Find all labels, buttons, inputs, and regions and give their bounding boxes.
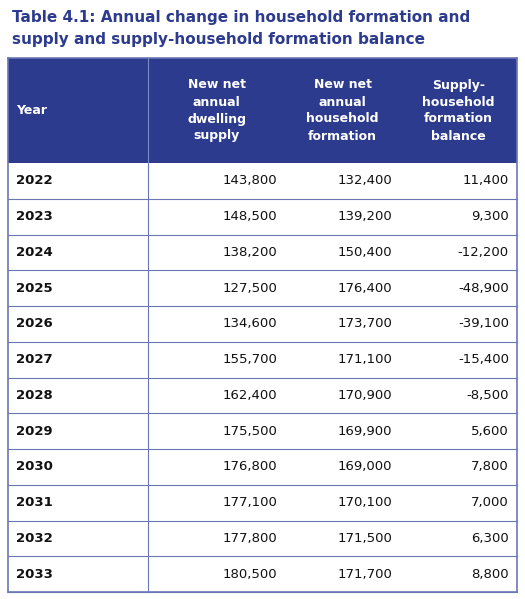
Text: Supply-
household
formation
balance: Supply- household formation balance: [422, 78, 495, 143]
Text: 134,600: 134,600: [223, 317, 277, 331]
Text: 2028: 2028: [16, 389, 52, 402]
Text: Year: Year: [16, 104, 47, 117]
Text: 2024: 2024: [16, 246, 52, 259]
Text: 169,900: 169,900: [338, 425, 392, 438]
Text: 2023: 2023: [16, 210, 52, 223]
Text: 180,500: 180,500: [223, 568, 277, 580]
Text: 155,700: 155,700: [222, 353, 277, 366]
Text: 150,400: 150,400: [338, 246, 392, 259]
Text: 171,500: 171,500: [337, 532, 392, 545]
Bar: [8, 234, 517, 270]
Bar: [8, 270, 517, 306]
Bar: [8, 485, 517, 521]
Text: -8,500: -8,500: [467, 389, 509, 402]
Bar: [8, 413, 517, 449]
Text: 171,100: 171,100: [337, 353, 392, 366]
Bar: [8, 342, 517, 377]
Text: 8,800: 8,800: [471, 568, 509, 580]
Bar: [8, 306, 517, 342]
Text: 169,000: 169,000: [338, 461, 392, 473]
Text: 9,300: 9,300: [471, 210, 509, 223]
Text: 177,100: 177,100: [222, 496, 277, 509]
Text: 2027: 2027: [16, 353, 52, 366]
Bar: [8, 199, 517, 234]
Text: 162,400: 162,400: [223, 389, 277, 402]
Text: -15,400: -15,400: [458, 353, 509, 366]
Text: -48,900: -48,900: [458, 282, 509, 295]
Text: supply and supply-household formation balance: supply and supply-household formation ba…: [12, 32, 425, 47]
Text: 11,400: 11,400: [463, 174, 509, 187]
Text: 7,000: 7,000: [471, 496, 509, 509]
Text: -12,200: -12,200: [458, 246, 509, 259]
Text: 143,800: 143,800: [223, 174, 277, 187]
Bar: [8, 556, 517, 592]
Text: 2026: 2026: [16, 317, 52, 331]
Text: 173,700: 173,700: [337, 317, 392, 331]
Bar: [8, 377, 517, 413]
Text: 132,400: 132,400: [337, 174, 392, 187]
Text: 2033: 2033: [16, 568, 53, 580]
Text: 6,300: 6,300: [471, 532, 509, 545]
Text: 2029: 2029: [16, 425, 52, 438]
Text: 176,400: 176,400: [338, 282, 392, 295]
Text: 127,500: 127,500: [222, 282, 277, 295]
Text: 139,200: 139,200: [337, 210, 392, 223]
Text: 175,500: 175,500: [222, 425, 277, 438]
Text: 5,600: 5,600: [471, 425, 509, 438]
Bar: [8, 449, 517, 485]
Text: -39,100: -39,100: [458, 317, 509, 331]
Text: 2031: 2031: [16, 496, 52, 509]
Text: New net
annual
dwelling
supply: New net annual dwelling supply: [187, 78, 246, 143]
Text: 2030: 2030: [16, 461, 53, 473]
Text: 2032: 2032: [16, 532, 52, 545]
Text: New net
annual
household
formation: New net annual household formation: [306, 78, 379, 143]
Text: Table 4.1: Annual change in household formation and: Table 4.1: Annual change in household fo…: [12, 10, 470, 25]
Bar: [8, 58, 517, 163]
Text: 177,800: 177,800: [222, 532, 277, 545]
Text: 171,700: 171,700: [337, 568, 392, 580]
Text: 170,100: 170,100: [337, 496, 392, 509]
Text: 7,800: 7,800: [471, 461, 509, 473]
Text: 170,900: 170,900: [338, 389, 392, 402]
Text: 176,800: 176,800: [223, 461, 277, 473]
Text: 2025: 2025: [16, 282, 52, 295]
Text: 148,500: 148,500: [223, 210, 277, 223]
Bar: [8, 521, 517, 556]
Text: 2022: 2022: [16, 174, 52, 187]
Bar: [8, 163, 517, 199]
Text: 138,200: 138,200: [222, 246, 277, 259]
